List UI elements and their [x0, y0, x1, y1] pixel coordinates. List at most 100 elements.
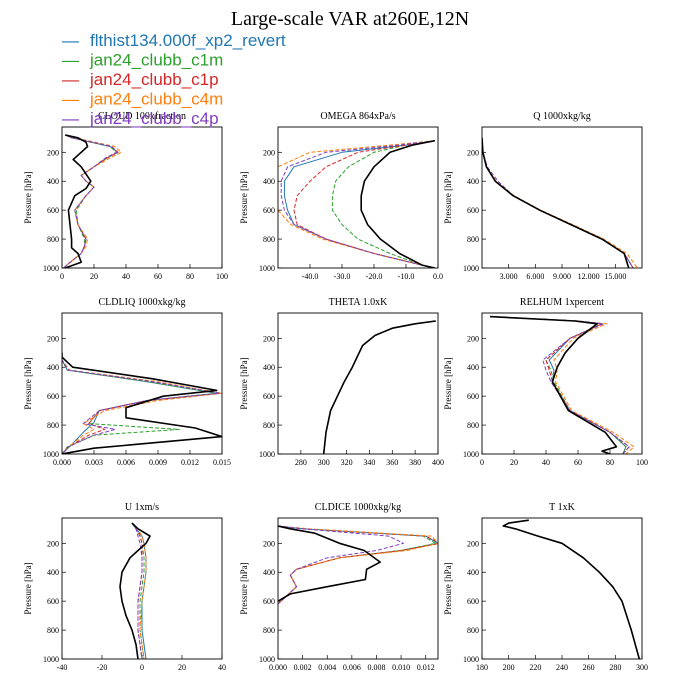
- x-tick-label: 20: [510, 458, 518, 467]
- series-line: [489, 315, 618, 454]
- plot-frame: [61, 126, 223, 269]
- x-tick-label: 100: [216, 272, 228, 281]
- series-line: [322, 320, 436, 454]
- y-tick-label: 400: [467, 177, 479, 186]
- x-tick-label: 220: [529, 663, 541, 672]
- series-line: [293, 140, 435, 268]
- y-tick-label: 200: [263, 539, 275, 548]
- y-axis-label: Pressure [hPa]: [443, 562, 453, 614]
- x-tick-label: 260: [583, 663, 595, 672]
- panels-group: CLOUD 100xfraction Pressure [hPa] 0 20 40 60 8…: [23, 111, 648, 672]
- x-tick-label: 0.009: [149, 458, 167, 467]
- x-tick-label: 80: [186, 272, 194, 281]
- series-line: [489, 316, 630, 454]
- y-tick-label: 400: [263, 177, 275, 186]
- y-tick-label: 400: [47, 568, 59, 577]
- series-line: [502, 519, 640, 659]
- y-tick-label: 1000: [463, 655, 479, 664]
- y-axis-label: Pressure [hPa]: [239, 171, 249, 223]
- series-line: [131, 522, 147, 659]
- y-tick-label: 400: [47, 363, 59, 372]
- y-tick-label: 400: [467, 568, 479, 577]
- series-line: [278, 140, 435, 268]
- y-axis-label: Pressure [hPa]: [23, 171, 33, 223]
- panel-title: U 1xm/s: [125, 502, 159, 513]
- panel-1: CLOUD 100xfraction Pressure [hPa] 0 20 40 60 8…: [23, 111, 228, 281]
- x-tick-label: 0.006: [343, 663, 361, 672]
- x-tick-label: 200: [503, 663, 515, 672]
- x-tick-label: 12.000: [578, 272, 600, 281]
- series-line: [489, 316, 630, 454]
- y-tick-label: 600: [467, 206, 479, 215]
- y-tick-label: 800: [467, 626, 479, 635]
- x-tick-label: 40: [122, 272, 130, 281]
- y-tick-label: 400: [47, 177, 59, 186]
- legend-label: jan24_clubb_c4p: [89, 109, 219, 128]
- series-line: [323, 320, 436, 454]
- panel-title: RELHUM 1xpercent: [520, 297, 604, 308]
- x-tick-label: 0.012: [417, 663, 435, 672]
- series-line: [502, 519, 640, 659]
- series-line: [482, 137, 634, 268]
- x-tick-label: 360: [386, 458, 398, 467]
- series-line: [131, 522, 143, 659]
- series-line: [482, 137, 634, 268]
- series-line: [278, 525, 404, 605]
- y-tick-label: 1000: [43, 450, 59, 459]
- y-tick-label: 400: [467, 363, 479, 372]
- y-tick-label: 600: [467, 392, 479, 401]
- x-tick-label: 100: [636, 458, 648, 467]
- series-line: [131, 522, 143, 659]
- series-line: [482, 137, 639, 268]
- x-tick-label: 80: [606, 458, 614, 467]
- x-tick-label: 400: [432, 458, 444, 467]
- y-axis-label: Pressure [hPa]: [23, 562, 33, 614]
- plot-frame: [61, 517, 223, 660]
- x-tick-label: 280: [295, 458, 307, 467]
- panel-9: T 1xK Pressure [hPa] 180 200 220 240 260 280 300…: [443, 502, 648, 672]
- panel-title: OMEGA 864xPa/s: [320, 111, 395, 122]
- x-tick-label: 0: [140, 663, 144, 672]
- x-tick-label: 0: [480, 458, 484, 467]
- series-line: [64, 134, 92, 268]
- y-tick-label: 200: [47, 334, 59, 343]
- series-line: [502, 519, 640, 659]
- series-line: [323, 320, 436, 454]
- series-line: [360, 139, 435, 268]
- series-line: [62, 352, 221, 454]
- series-line: [331, 140, 435, 268]
- series-line: [323, 320, 436, 454]
- y-tick-label: 200: [47, 539, 59, 548]
- legend-marker: —: [62, 70, 79, 89]
- y-tick-label: 400: [263, 568, 275, 577]
- x-tick-label: -20.0: [366, 272, 383, 281]
- x-tick-label: 60: [574, 458, 582, 467]
- x-tick-label: 0.010: [392, 663, 410, 672]
- legend-label: jan24_clubb_c4m: [89, 90, 223, 109]
- y-tick-label: 600: [263, 597, 275, 606]
- series-line: [119, 522, 151, 659]
- legend-marker: —: [62, 109, 79, 128]
- y-tick-label: 200: [263, 148, 275, 157]
- y-tick-label: 800: [47, 235, 59, 244]
- panel-4: CLDLIQ 1000xkg/kg Pressure [hPa] 0.000 0.00…: [23, 297, 231, 467]
- y-tick-label: 1000: [463, 450, 479, 459]
- x-tick-label: 0.000: [269, 663, 287, 672]
- x-tick-label: 240: [556, 663, 568, 672]
- plot-frame: [277, 126, 439, 269]
- y-tick-label: 800: [263, 626, 275, 635]
- y-tick-label: 1000: [259, 264, 275, 273]
- panel-2: OMEGA 864xPa/s Pressure [hPa] -40.0 -30.0 -2…: [239, 111, 443, 281]
- x-tick-label: 280: [609, 663, 621, 672]
- y-tick-label: 800: [47, 421, 59, 430]
- x-tick-label: 300: [636, 663, 648, 672]
- legend: — flthist134.000f_xp2_revert — jan24_clubb_…: [62, 31, 286, 128]
- legend-marker: —: [62, 90, 79, 109]
- x-tick-label: 0.003: [85, 458, 103, 467]
- y-tick-label: 200: [467, 148, 479, 157]
- x-tick-label: -30.0: [334, 272, 351, 281]
- x-tick-label: 300: [318, 458, 330, 467]
- y-tick-label: 600: [263, 206, 275, 215]
- y-tick-label: 1000: [463, 264, 479, 273]
- panel-title: Q 1000xkg/kg: [533, 111, 591, 122]
